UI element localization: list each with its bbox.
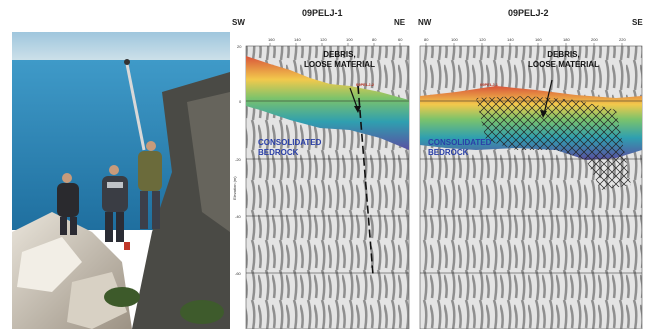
direction-se: SE [632, 18, 643, 27]
profile-right-title: 09PELJ-2 [508, 8, 549, 18]
direction-nw: NW [418, 18, 432, 27]
x-tick: 220 [619, 37, 626, 42]
x-tick: 200 [591, 37, 598, 42]
x-tick: 140 [507, 37, 514, 42]
profile-left-title: 09PELJ-1 [302, 8, 343, 18]
x-tick: 100 [451, 37, 458, 42]
debris-label-line1: DEBRIS, [547, 50, 580, 59]
x-tick: 60 [398, 37, 403, 42]
profile-right-graphic [419, 43, 643, 329]
y-tick: -40 [235, 214, 241, 219]
person-middle [102, 165, 130, 250]
cross-profile-label: 09PELJ-2 [356, 82, 375, 87]
x-tick: 80 [424, 37, 429, 42]
bedrock-label-left: CONSOLIDATED BEDROCK [258, 138, 321, 158]
direction-ne: NE [394, 18, 406, 27]
photo-illustration [12, 32, 230, 329]
x-tick: 180 [563, 37, 570, 42]
y-axis-label: Elevation (m) [232, 176, 237, 200]
debris-label-line2: LOOSE MATERIAL [528, 60, 599, 69]
x-tick: 160 [535, 37, 542, 42]
y-tick: -20 [235, 157, 241, 162]
y-tick: 20 [237, 44, 242, 49]
bedrock-label-line1: CONSOLIDATED [258, 138, 322, 147]
debris-label-left: DEBRIS, LOOSE MATERIAL [304, 50, 375, 70]
x-tick: 100 [346, 37, 353, 42]
person-left [57, 173, 79, 235]
cross-profile-label: 09PELJ-1 [480, 82, 499, 87]
profile-left-graphic [245, 43, 410, 329]
person-right-with-pole [124, 59, 162, 229]
x-tick: 120 [479, 37, 486, 42]
x-tick: 120 [320, 37, 327, 42]
bedrock-label-right: CONSOLIDATED BEDROCK [428, 138, 491, 158]
direction-sw: SW [232, 18, 245, 27]
y-tick: 0 [239, 99, 242, 104]
field-photo [12, 32, 230, 329]
bedrock-label-line1: CONSOLIDATED [428, 138, 492, 147]
debris-label-line1: DEBRIS, [323, 50, 356, 59]
x-tick: 140 [294, 37, 301, 42]
resistivity-profile-right: 09PELJ-2 NW SE 80 100 120 140 160 180 20… [416, 0, 647, 329]
bedrock-label-line2: BEDROCK [428, 148, 469, 157]
x-tick: 80 [372, 37, 377, 42]
bedrock-label-line2: BEDROCK [258, 148, 299, 157]
debris-label-line2: LOOSE MATERIAL [304, 60, 375, 69]
debris-label-right: DEBRIS, LOOSE MATERIAL [528, 50, 599, 70]
resistivity-profile-left: 09PELJ-1 SW NE 160 140 120 100 80 60 20 … [230, 0, 412, 329]
y-tick: -60 [235, 271, 241, 276]
x-tick: 160 [268, 37, 275, 42]
